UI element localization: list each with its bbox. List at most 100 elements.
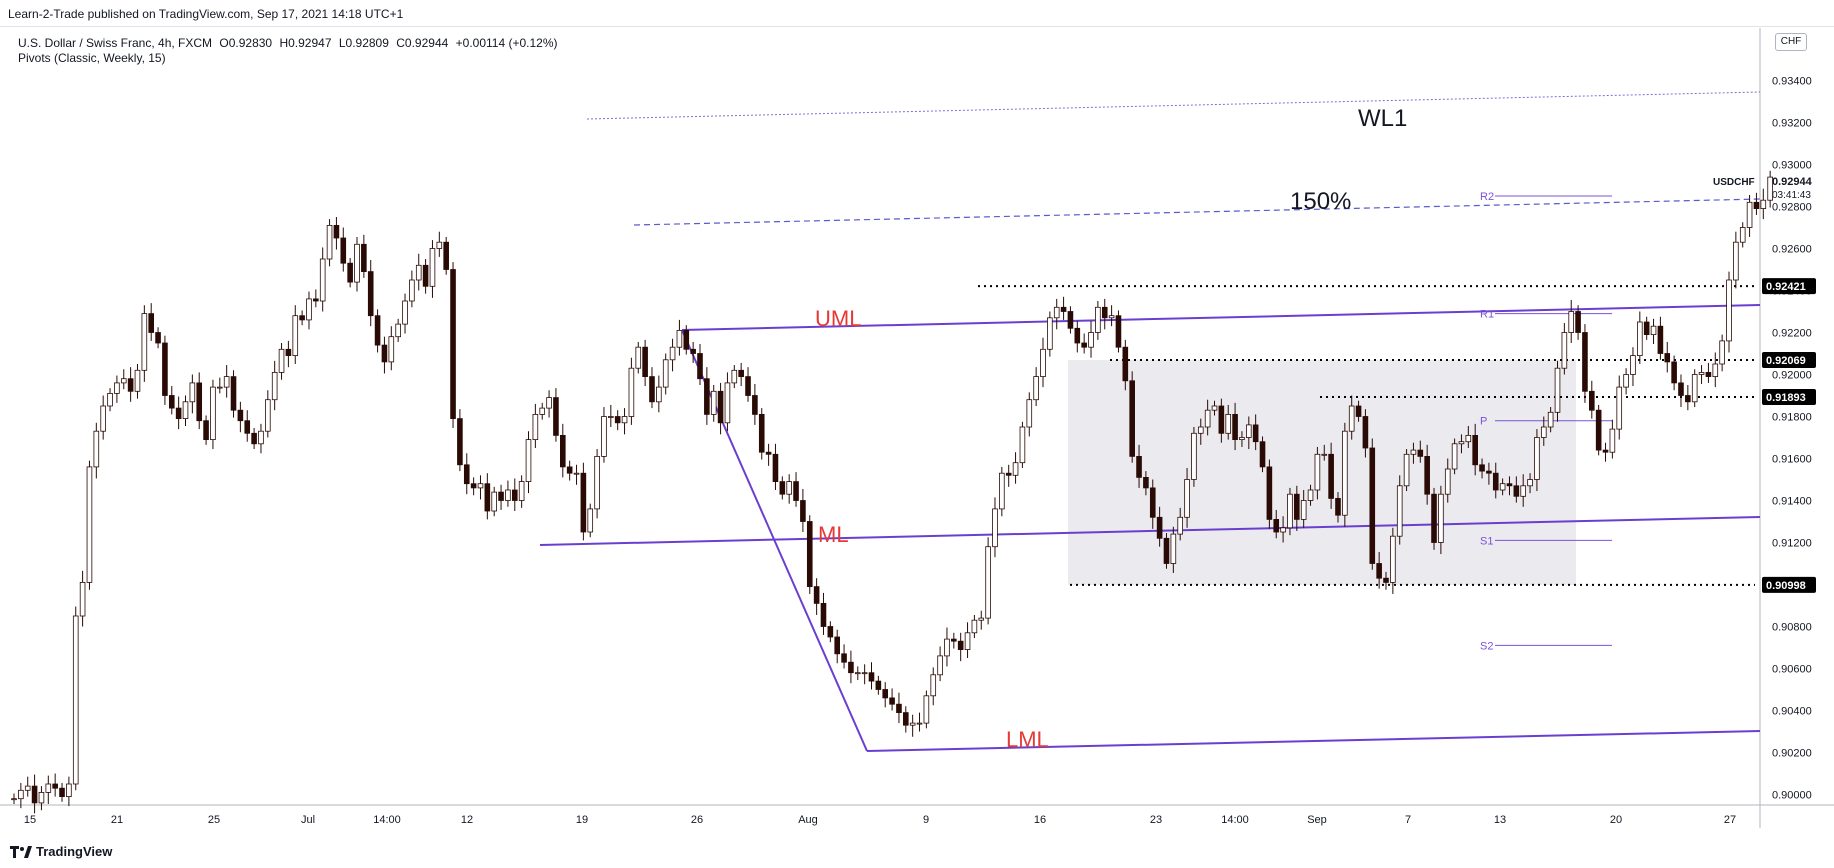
candle: [237, 401, 244, 433]
candle-body: [409, 279, 415, 302]
pivot-label: P: [1480, 416, 1487, 428]
candle: [1122, 339, 1129, 391]
candle: [909, 714, 916, 737]
candle-body: [415, 264, 422, 281]
candle: [1211, 400, 1218, 416]
candle: [594, 449, 600, 519]
candle: [319, 247, 326, 312]
candle: [1239, 431, 1245, 447]
candle: [1136, 444, 1142, 488]
candle: [662, 353, 669, 395]
candle: [498, 484, 504, 510]
tradingview-icon: [10, 845, 32, 858]
candle: [114, 375, 120, 403]
candle-body: [669, 346, 676, 361]
candle: [141, 305, 148, 382]
candle-body: [1527, 479, 1533, 487]
candle-body: [285, 348, 292, 356]
candle-body: [1095, 306, 1101, 333]
candle: [710, 385, 717, 422]
candle: [1534, 429, 1540, 492]
candle-body: [347, 262, 353, 283]
candle: [66, 776, 72, 807]
candle-body: [470, 483, 477, 489]
candle: [518, 475, 525, 508]
candle-body: [978, 617, 985, 621]
candle-body: [1019, 426, 1026, 464]
candle: [1760, 188, 1767, 220]
x-tick-label: 16: [1034, 814, 1046, 826]
candle: [1472, 423, 1478, 476]
candle: [175, 396, 182, 430]
candle: [1767, 170, 1773, 208]
candle-body: [511, 489, 518, 501]
candle: [772, 443, 779, 490]
candle: [1225, 404, 1232, 440]
candle-body: [31, 785, 38, 804]
candle: [580, 462, 587, 541]
candle-body: [258, 430, 264, 445]
candle: [1033, 367, 1039, 406]
candle-body: [937, 655, 943, 676]
candle-body: [841, 653, 847, 663]
candle: [1582, 324, 1588, 403]
candle: [1465, 425, 1472, 448]
candle-body: [1602, 449, 1609, 453]
currency-badge[interactable]: CHF: [1775, 33, 1807, 51]
candle-body: [1321, 453, 1328, 456]
candle-body: [1067, 311, 1074, 329]
candle: [463, 453, 470, 495]
candle-body: [834, 636, 840, 655]
candle-body: [539, 407, 546, 415]
candle: [1664, 341, 1671, 373]
candle-body: [903, 712, 909, 726]
candle: [566, 460, 573, 481]
candle: [1026, 392, 1033, 437]
candle: [937, 646, 943, 682]
candle: [1314, 446, 1321, 500]
candle: [1506, 476, 1513, 496]
candle-body: [1328, 453, 1334, 499]
symbol-name[interactable]: U.S. Dollar / Swiss Franc, 4h, FXCM: [18, 36, 213, 50]
tradingview-logo[interactable]: TradingView: [10, 844, 112, 859]
candle-body: [237, 409, 244, 422]
candle: [278, 343, 285, 380]
candle-body: [477, 483, 484, 489]
candle-body: [1197, 426, 1204, 434]
candle: [1348, 395, 1355, 440]
candle-body: [361, 243, 367, 273]
candle-body: [1149, 487, 1156, 518]
candle: [93, 422, 100, 479]
candle-body: [1678, 382, 1684, 396]
candle-body: [1047, 317, 1053, 350]
candle: [1643, 316, 1650, 340]
candle: [1739, 222, 1746, 248]
candle: [285, 340, 292, 368]
candle: [1170, 526, 1177, 573]
candle: [896, 692, 902, 724]
candle-body: [1479, 464, 1485, 472]
candle: [1685, 385, 1691, 411]
brand-label: TradingView: [36, 844, 113, 859]
candle-body: [573, 472, 580, 475]
indicator-legend[interactable]: Pivots (Classic, Weekly, 15): [18, 51, 166, 65]
candle: [731, 365, 738, 389]
candle-body: [1266, 466, 1273, 520]
candle-body: [690, 348, 696, 354]
candle-body: [1259, 441, 1266, 468]
candle-body: [1733, 241, 1739, 281]
wl1-label: WL1: [1358, 105, 1407, 132]
candle: [813, 578, 820, 615]
candle: [1678, 374, 1684, 408]
candle-body: [1760, 199, 1767, 209]
candle: [265, 390, 271, 438]
candle: [306, 291, 312, 330]
candle-body: [498, 491, 504, 501]
candle-body: [443, 241, 449, 270]
price-chart[interactable]: 0.934000.932000.930000.928000.926000.924…: [0, 0, 1834, 838]
y-tick-label: 0.90200: [1772, 748, 1812, 760]
change-value: +0.00114 (+0.12%): [455, 36, 558, 50]
y-tick-label: 0.93000: [1772, 160, 1812, 172]
candle: [827, 621, 834, 643]
candle-body: [1431, 493, 1437, 543]
